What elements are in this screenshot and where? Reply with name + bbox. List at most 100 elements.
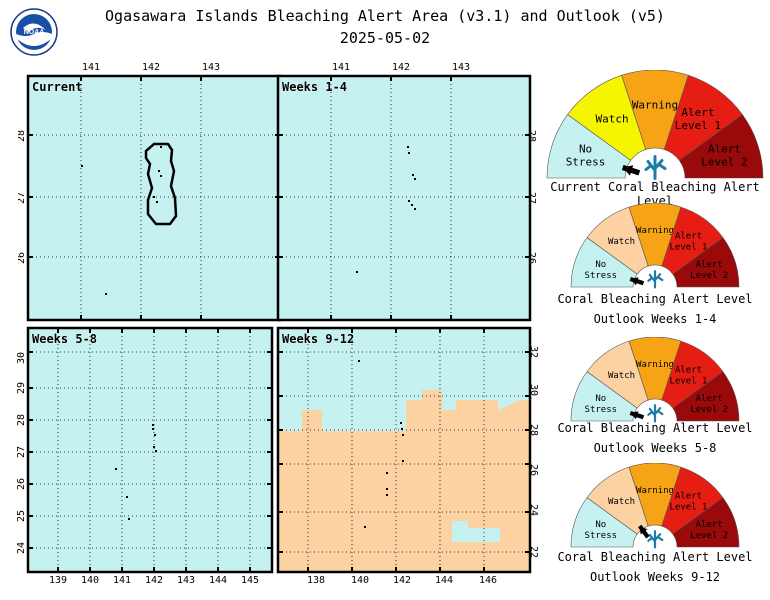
tick-label: 25	[16, 510, 27, 522]
island	[402, 434, 404, 436]
gauge-caption-line: Outlook Weeks 1-4	[593, 312, 717, 326]
island	[414, 178, 416, 180]
island	[408, 152, 410, 154]
map-panel-weeks-1-4: Weeks 1-4 141 142 143 28 27 26	[268, 58, 548, 334]
island	[156, 201, 158, 203]
tick-label: 29	[16, 382, 27, 394]
sea-area	[278, 76, 530, 320]
gauge-segment-label: Alert	[696, 394, 723, 404]
logo-text: NOAA	[24, 29, 45, 36]
gauge-segment-label: Stress	[585, 531, 618, 541]
tick-label: 24	[16, 542, 27, 554]
gauge-caption-line: Coral Bleaching Alert Level	[557, 550, 753, 564]
gauge-segment-label: Stress	[585, 405, 618, 415]
tick-label: 30	[528, 384, 539, 396]
tick-label: 27	[16, 446, 27, 458]
map-label: Weeks 5-8	[32, 332, 97, 346]
tick-label: 141	[82, 62, 100, 73]
gauge-segment-label: No	[595, 520, 606, 530]
island	[414, 208, 416, 210]
tick-label: 26	[526, 252, 537, 264]
map-panel-current: Current 141 142 143 28 27 26	[16, 58, 290, 334]
segment-alert-level-2	[672, 497, 740, 548]
gauge-weeks-9-12: No Stress Watch Warning Alert Level 1 Alert Lev…	[565, 462, 745, 553]
gauge-segment-label: Alert	[696, 260, 723, 270]
island	[386, 494, 388, 496]
tick-label: 141	[332, 62, 350, 73]
tick-label: 146	[479, 575, 497, 586]
tick-label: 26	[18, 252, 27, 264]
tick-label: 142	[392, 62, 410, 73]
tick-label: 142	[142, 62, 160, 73]
map-label: Weeks 1-4	[282, 80, 347, 94]
tick-label: 28	[18, 130, 27, 142]
tick-label: 145	[241, 575, 259, 586]
gauge-segment-label: Level 1	[670, 376, 708, 386]
island	[128, 518, 130, 520]
island	[160, 146, 162, 148]
island	[152, 424, 154, 426]
island	[400, 422, 402, 424]
coral-icon	[647, 530, 664, 549]
map-label: Current	[32, 80, 83, 94]
coral-icon-shape	[647, 404, 664, 423]
map-weeks-5-8-svg: Weeks 5-8 139 140 141 142 143 144 145 30 29 28 27 26…	[16, 326, 274, 586]
tick-label: 139	[49, 575, 67, 586]
coral-icon-shape	[647, 270, 664, 289]
coral-icon-shape	[644, 155, 667, 180]
island	[411, 204, 413, 206]
island	[356, 271, 358, 273]
tick-label: 27	[18, 192, 27, 204]
tick-label: 141	[113, 575, 131, 586]
island	[402, 460, 404, 462]
segment-alert-level-2	[678, 114, 764, 179]
gauge-needle-head	[630, 411, 639, 420]
gauge-segment-label: Warning	[636, 226, 674, 236]
gauge-segment-label: Alert	[675, 491, 702, 501]
gauge-segment-label: No	[579, 143, 592, 156]
gauge-segment-label: Warning	[636, 360, 674, 370]
gauge-segment-label: Level 2	[701, 156, 747, 169]
island	[358, 360, 360, 362]
gauge-segment-label: Watch	[608, 497, 635, 507]
tick-label: 26	[528, 464, 539, 476]
no-stress-patch	[452, 521, 500, 542]
map-panel-weeks-9-12: Weeks 9-12 138 140 142 144 146 32 30 28 26 24 22	[268, 320, 550, 600]
tick-label: 140	[81, 575, 99, 586]
gauge-segment-label: Stress	[566, 156, 606, 169]
island	[364, 526, 366, 528]
map-panel-weeks-5-8: Weeks 5-8 139 140 141 142 143 144 145 30 29 28 27 26…	[10, 320, 280, 600]
tick-label: 27	[526, 192, 537, 204]
island	[81, 165, 83, 167]
gauge-segment-label: Level 2	[690, 405, 728, 415]
page-title: Ogasawara Islands Bleaching Alert Area (…	[105, 7, 665, 25]
gauge-needle-head	[639, 525, 648, 535]
gauge-segment-label: Watch	[608, 371, 635, 381]
tick-label: 143	[452, 62, 470, 73]
gauge-segment-label: Alert	[681, 106, 714, 119]
gauge-segment-label: Warning	[636, 486, 674, 496]
gauge-segment-label: Level 1	[675, 119, 721, 132]
island	[386, 488, 388, 490]
gauge-weeks-5-8: No Stress Watch Warning Alert Level 1 Alert Lev…	[565, 336, 745, 427]
island	[401, 428, 403, 430]
gauge-needle-head	[630, 277, 639, 286]
gauge-segment-label: Level 1	[670, 242, 708, 252]
island	[152, 428, 154, 430]
gauge-segment-label: Alert	[708, 143, 741, 156]
gauge-segment-label: Level 2	[690, 531, 728, 541]
map-current-svg: Current 141 142 143 28 27 26	[16, 62, 282, 322]
tick-label: 24	[528, 504, 539, 516]
island	[412, 174, 414, 176]
noaa-logo: NOAA	[10, 8, 58, 60]
gauge-weeks-5-8-caption: Coral Bleaching Alert Level Outlook Week…	[545, 418, 765, 458]
coral-icon	[647, 270, 664, 289]
map-weeks-1-4-svg: Weeks 1-4 141 142 143 28 27 26	[276, 62, 537, 322]
tick-label: 28	[528, 424, 539, 436]
gauge-needle-head	[622, 165, 634, 176]
tick-label: 28	[526, 130, 537, 142]
gauge-segment-label: Alert	[696, 520, 723, 530]
gauge-weeks-1-4: No Stress Watch Warning Alert Level 1 Alert Lev…	[565, 202, 745, 293]
